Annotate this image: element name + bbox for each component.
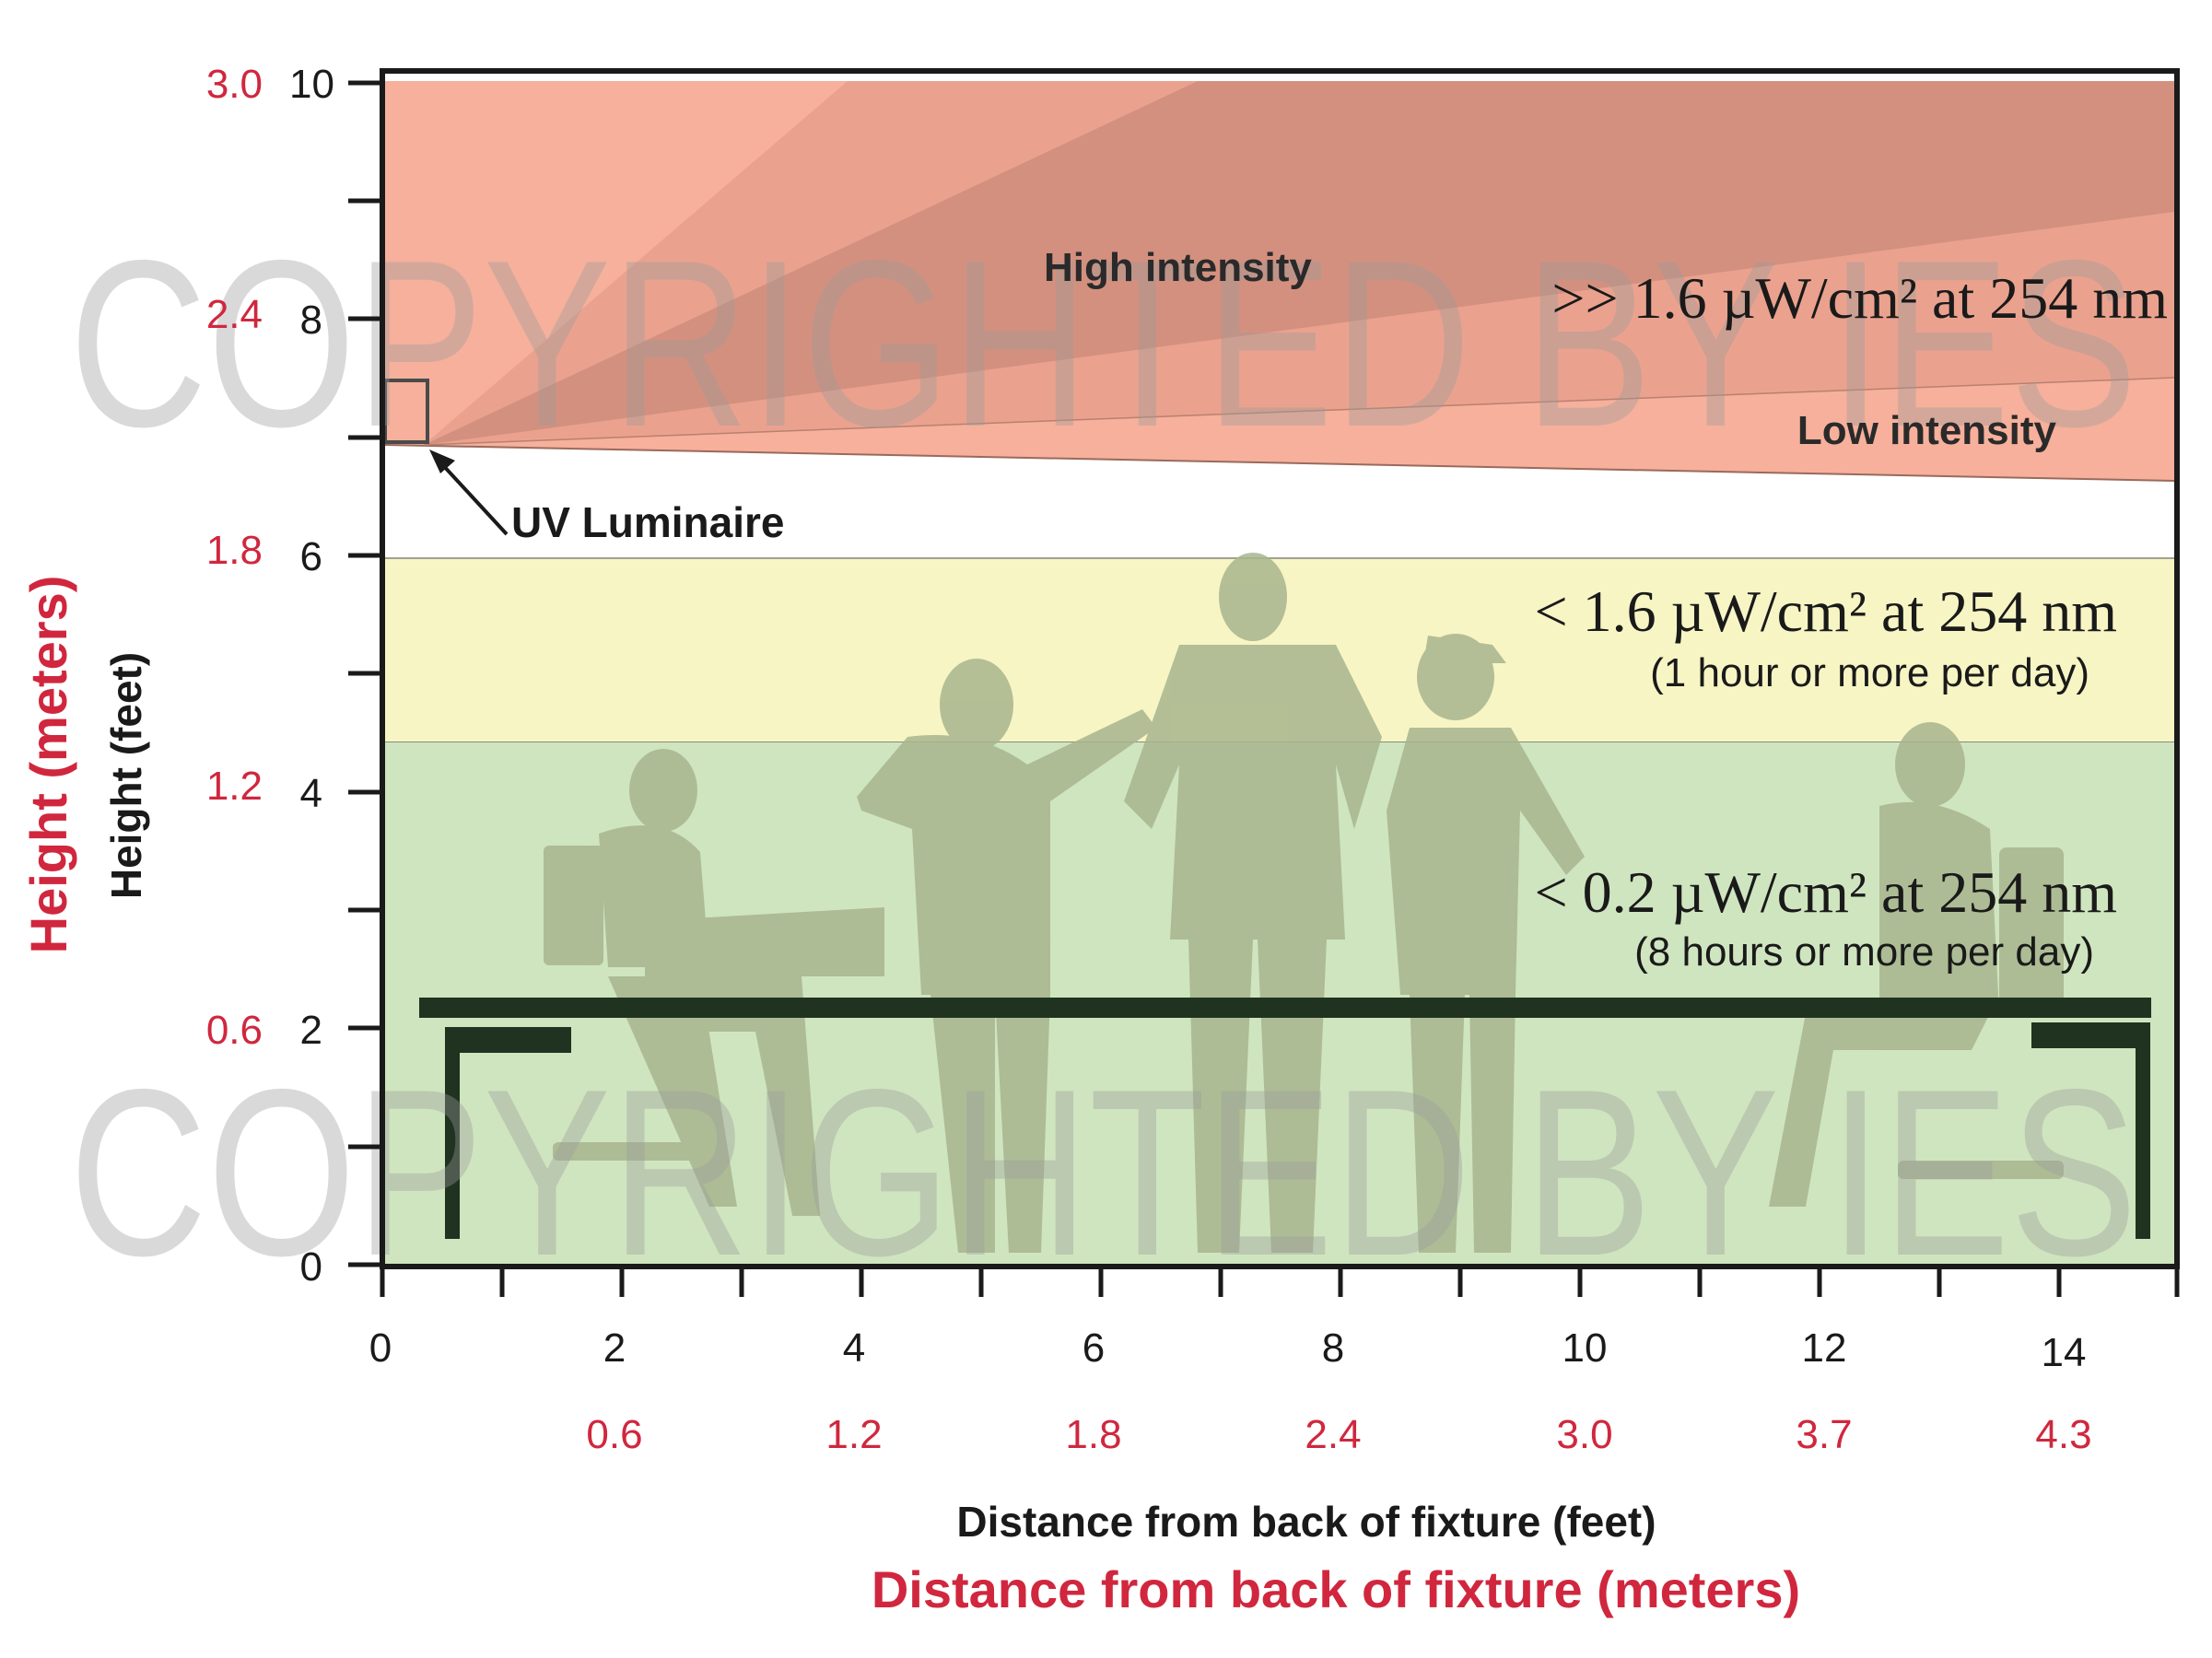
x-tick-meters: 0.6 [586, 1412, 642, 1457]
y-axis-ticks [348, 80, 382, 1267]
y-tick-labels-feet: 0 2 4 6 8 10 [289, 62, 334, 1290]
x-tick-meters: 2.4 [1305, 1412, 1361, 1457]
x-axis-title-meters: Distance from back of fixture (meters) [872, 1560, 1800, 1618]
beam-edge-upper [423, 377, 2175, 446]
x-tick-feet: 8 [1322, 1325, 1344, 1371]
x-tick-meters: 4.3 [2035, 1412, 2091, 1457]
green-zone-note: (8 hours or more per day) [1634, 929, 2094, 975]
watermark-top: COPYRIGHTED BY IES [69, 210, 2137, 476]
desk-top [419, 998, 2151, 1018]
desk-rail-left [445, 1027, 491, 1042]
y-tick-feet: 10 [289, 62, 334, 107]
y-tick-feet: 8 [300, 298, 322, 343]
uv-luminaire-label: UV Luminaire [511, 498, 785, 546]
yellow-zone-value: < 1.6 µW/cm² at 254 nm [1535, 578, 2118, 644]
y-tick-meters: 1.2 [206, 764, 263, 809]
x-axis-title-feet: Distance from back of fixture (feet) [956, 1498, 1656, 1546]
callout-arrowhead [429, 450, 455, 473]
uv-beam-core [424, 81, 2174, 445]
y-tick-meters: 1.8 [206, 528, 263, 573]
beam-edge-lower [384, 444, 2175, 482]
x-tick-feet: 14 [2042, 1330, 2087, 1375]
x-axis-ticks [380, 1267, 2180, 1297]
green-zone-value: < 0.2 µW/cm² at 254 nm [1535, 859, 2118, 925]
y-tick-meters: 3.0 [206, 62, 263, 107]
desk [419, 998, 2151, 1239]
high-intensity-value: >> 1.6 µW/cm² at 254 nm [1551, 265, 2168, 331]
desk-leg-left [445, 1027, 460, 1239]
person-standing-cap [1387, 634, 1585, 1253]
y-tick-feet: 6 [300, 534, 322, 579]
people-silhouettes [544, 553, 2064, 1253]
watermark-bottom: COPYRIGHTED BY IES [69, 1039, 2137, 1305]
y-tick-meters: 0.6 [206, 1008, 263, 1053]
y-tick-meters: 2.4 [206, 292, 263, 337]
y-axis-title-meters: Height (meters) [19, 576, 77, 954]
y-tick-feet: 0 [300, 1244, 322, 1290]
x-tick-feet: 10 [1562, 1325, 1608, 1371]
y-tick-feet: 4 [300, 771, 322, 816]
y-axis-title-feet: Height (feet) [102, 652, 150, 899]
x-tick-labels-meters: 0.6 1.2 1.8 2.4 3.0 3.7 4.3 [586, 1412, 2091, 1457]
person-seated-left [544, 749, 884, 1216]
y-tick-feet: 2 [300, 1008, 322, 1053]
desk-drawer-right [2031, 1022, 2149, 1048]
copyright-watermark: COPYRIGHTED BY IES COPYRIGHTED BY IES [69, 210, 2137, 1305]
x-tick-feet: 6 [1083, 1325, 1105, 1371]
y-tick-labels-meters: 0.6 1.2 1.8 2.4 3.0 [206, 62, 263, 1053]
x-tick-feet: 4 [843, 1325, 865, 1371]
callout-arrow-line [439, 461, 509, 536]
x-tick-feet: 2 [603, 1325, 626, 1371]
x-tick-labels-feet: 0 2 4 6 8 10 12 14 [369, 1325, 2087, 1375]
x-tick-meters: 1.2 [825, 1412, 882, 1457]
yellow-zone-note: (1 hour or more per day) [1650, 650, 2089, 695]
high-intensity-label: High intensity [1044, 245, 1312, 290]
desk-leg-right [2136, 1022, 2150, 1239]
low-intensity-label: Low intensity [1797, 408, 2057, 453]
x-tick-feet: 12 [1802, 1325, 1847, 1371]
x-tick-meters: 3.0 [1556, 1412, 1612, 1457]
x-tick-meters: 1.8 [1065, 1412, 1121, 1457]
person-seated-right [1769, 722, 2064, 1207]
x-tick-meters: 3.7 [1796, 1412, 1852, 1457]
person-standing-woman [857, 659, 1156, 1253]
plot-frame [380, 68, 2180, 1269]
uv-luminaire-callout: UV Luminaire [429, 450, 785, 546]
x-tick-feet: 0 [369, 1325, 392, 1371]
